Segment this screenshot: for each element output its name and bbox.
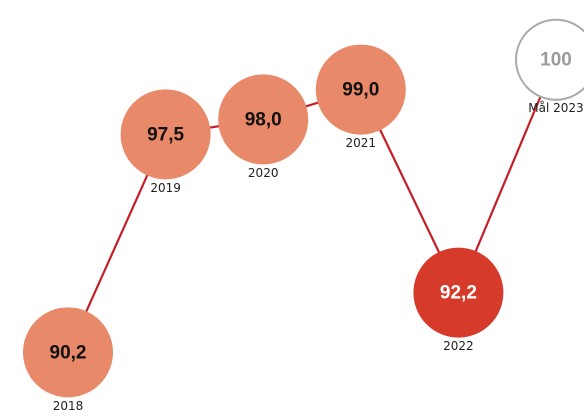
- value-label: 97,5: [147, 124, 184, 145]
- bubble: [23, 307, 113, 398]
- category-label: 2022: [443, 339, 474, 353]
- category-label: Mål 2023: [528, 101, 583, 115]
- value-label: 90,2: [50, 342, 87, 363]
- bubble: [413, 247, 504, 338]
- value-label: 92,2: [440, 283, 477, 304]
- category-label: 2021: [346, 136, 377, 150]
- value-label: 100: [540, 50, 572, 71]
- bubble: [120, 89, 211, 180]
- bubble: [315, 44, 406, 135]
- bubble: [515, 18, 584, 101]
- bubble: [218, 74, 309, 165]
- category-label: 2018: [53, 399, 84, 413]
- category-label: 2020: [248, 166, 279, 180]
- category-label: 2019: [150, 181, 181, 195]
- value-label: 98,0: [245, 109, 282, 130]
- value-label: 99,0: [342, 80, 379, 101]
